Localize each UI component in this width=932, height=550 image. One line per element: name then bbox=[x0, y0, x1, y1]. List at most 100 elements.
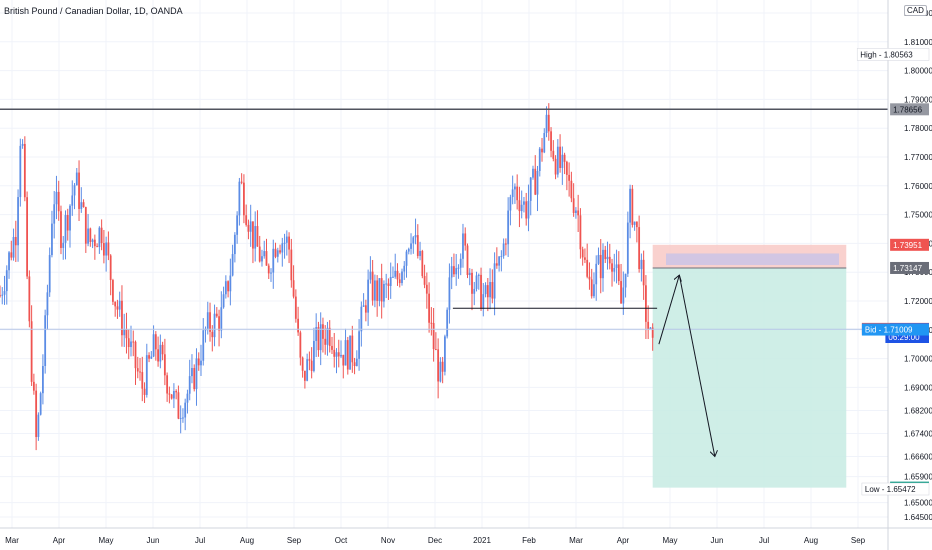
candle-up bbox=[130, 341, 132, 348]
candle-down bbox=[518, 200, 521, 212]
candle-up bbox=[412, 237, 415, 244]
price-label-high: High - 1.80563 bbox=[860, 50, 913, 59]
chart-title: British Pound / Canadian Dollar, 1D, OAN… bbox=[4, 6, 183, 16]
candle-up bbox=[448, 277, 451, 310]
candle-up bbox=[373, 280, 376, 301]
candle-down bbox=[168, 393, 171, 395]
candle-down bbox=[380, 278, 383, 302]
time-axis[interactable]: Mar Apr May Jun Jul Aug Sep Oct Nov Dec 2021 Feb Mar… bbox=[0, 527, 932, 545]
candle-up bbox=[538, 148, 541, 171]
candle-up bbox=[21, 143, 24, 146]
candle-up bbox=[326, 327, 329, 345]
candle-up bbox=[459, 258, 462, 268]
candle-down bbox=[425, 284, 428, 294]
position-zones bbox=[652, 244, 847, 488]
candle-up bbox=[502, 243, 505, 257]
candle-up bbox=[640, 259, 643, 270]
projection-arrow bbox=[678, 274, 715, 456]
projection-drawing bbox=[658, 274, 715, 456]
candle-down bbox=[57, 191, 60, 212]
candle-down bbox=[143, 388, 146, 395]
candle-down bbox=[387, 283, 390, 286]
candle-down bbox=[416, 235, 419, 256]
candle-down bbox=[136, 368, 139, 372]
candle-up bbox=[340, 354, 342, 357]
candle-up bbox=[150, 356, 153, 359]
candle-up bbox=[62, 242, 65, 248]
candle-up bbox=[507, 210, 510, 245]
candle-down bbox=[376, 280, 379, 301]
price-axis[interactable]: 1.820001.810001.800001.790001.780001.770… bbox=[887, 0, 932, 550]
candle-up bbox=[159, 344, 162, 362]
candle-up bbox=[8, 252, 10, 271]
candle-up bbox=[561, 154, 564, 168]
candle-down bbox=[116, 306, 119, 310]
candle-down bbox=[265, 251, 268, 266]
candle-up bbox=[529, 177, 532, 201]
candle-up bbox=[71, 195, 74, 206]
projection-arrow bbox=[658, 275, 679, 345]
candle-up bbox=[17, 197, 19, 246]
candle-up bbox=[46, 292, 49, 316]
candle-up bbox=[272, 248, 275, 273]
candle-up bbox=[87, 228, 89, 244]
candle-down bbox=[599, 254, 602, 279]
price-label-bg-bid bbox=[861, 323, 929, 336]
candle-up bbox=[462, 233, 464, 259]
candle-up bbox=[477, 274, 480, 276]
candle-up bbox=[19, 145, 22, 198]
candle-down bbox=[297, 318, 300, 333]
candle-down bbox=[322, 324, 324, 339]
price-axis-label: 1.81000 bbox=[904, 38, 932, 47]
time-axis-label: Apr bbox=[53, 536, 66, 545]
candle-up bbox=[105, 242, 108, 256]
candle-down bbox=[541, 148, 543, 153]
candle-down bbox=[209, 312, 211, 332]
price-axis-label: 1.69000 bbox=[904, 383, 932, 392]
price-axis-label: 1.70000 bbox=[904, 355, 932, 364]
candle-up bbox=[233, 234, 236, 255]
candle-down bbox=[301, 357, 304, 371]
candle-up bbox=[500, 256, 503, 258]
candle-down bbox=[102, 243, 105, 256]
price-label-stop: 1.73951 bbox=[893, 241, 922, 250]
candle-up bbox=[75, 172, 78, 186]
candle-up bbox=[606, 256, 609, 260]
candle-up bbox=[1, 294, 4, 296]
take-profit-zone bbox=[652, 267, 847, 488]
candle-up bbox=[179, 418, 182, 420]
candle-up bbox=[392, 276, 394, 278]
price-label-countdown: 06:29:00 bbox=[888, 333, 920, 342]
candle-up bbox=[511, 189, 514, 198]
candle-up bbox=[475, 275, 478, 289]
candle-down bbox=[84, 207, 87, 244]
candle-up bbox=[12, 236, 15, 258]
candle-up bbox=[261, 256, 263, 262]
candle-down bbox=[161, 344, 164, 355]
price-label-bg-level bbox=[890, 103, 929, 116]
candle-up bbox=[626, 222, 629, 274]
candle-up bbox=[229, 275, 232, 292]
candle-up bbox=[385, 283, 388, 285]
currency-button[interactable]: CAD bbox=[904, 5, 927, 16]
candle-down bbox=[337, 352, 340, 357]
candle-down bbox=[170, 394, 173, 399]
candle-down bbox=[434, 349, 437, 351]
candle-down bbox=[100, 227, 103, 244]
candle-up bbox=[222, 294, 225, 308]
candles bbox=[0, 103, 654, 451]
candle-down bbox=[645, 285, 647, 322]
candle-down bbox=[371, 271, 374, 301]
candle-up bbox=[80, 202, 83, 209]
candle-down bbox=[635, 221, 638, 228]
candle-down bbox=[525, 201, 528, 219]
candle-up bbox=[439, 361, 442, 382]
candle-up bbox=[37, 414, 40, 438]
candle-down bbox=[10, 252, 13, 258]
candle-up bbox=[191, 368, 193, 377]
candle-down bbox=[154, 334, 157, 350]
candle-down bbox=[491, 282, 494, 299]
candle-down bbox=[604, 249, 607, 260]
horizontal-levels bbox=[0, 108, 888, 330]
